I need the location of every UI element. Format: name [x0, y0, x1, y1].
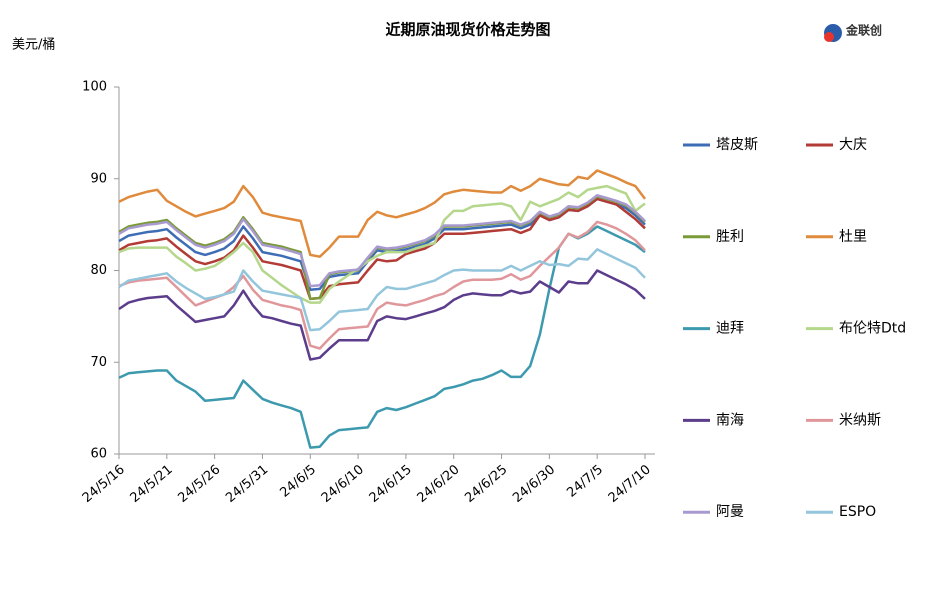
legend-label: 米纳斯 — [839, 412, 881, 428]
legend-label: 布伦特Dtd — [839, 321, 906, 337]
y-tick-label: 80 — [90, 263, 107, 278]
legend-label: ESPO — [839, 504, 876, 520]
series-line — [118, 194, 646, 288]
legend-label: 大庆 — [839, 137, 867, 153]
logo: 金联创 — [824, 23, 882, 42]
series-line — [118, 269, 646, 361]
legend-label: 塔皮斯 — [716, 137, 758, 153]
series-line — [118, 197, 646, 301]
y-tick-label: 100 — [82, 80, 107, 95]
legend-label: 迪拜 — [716, 321, 744, 337]
logo-text: 金联创 — [845, 23, 882, 38]
chart-title: 近期原油现货价格走势图 — [385, 21, 550, 39]
y-tick-label: 60 — [90, 447, 107, 462]
series-line — [118, 225, 646, 449]
legend-label: 杜里 — [839, 229, 867, 245]
series-line — [118, 169, 647, 258]
series-line — [118, 220, 646, 350]
series-line — [118, 184, 646, 304]
legend-label: 胜利 — [716, 229, 744, 245]
y-axis-label: 美元/桶 — [12, 38, 55, 53]
logo-icon-dot — [824, 32, 834, 42]
y-tick-label: 70 — [90, 355, 107, 370]
legend-label: 南海 — [716, 412, 744, 428]
y-tick-label: 90 — [90, 171, 107, 186]
series-line — [118, 248, 646, 332]
legend-label: 阿曼 — [716, 504, 744, 520]
